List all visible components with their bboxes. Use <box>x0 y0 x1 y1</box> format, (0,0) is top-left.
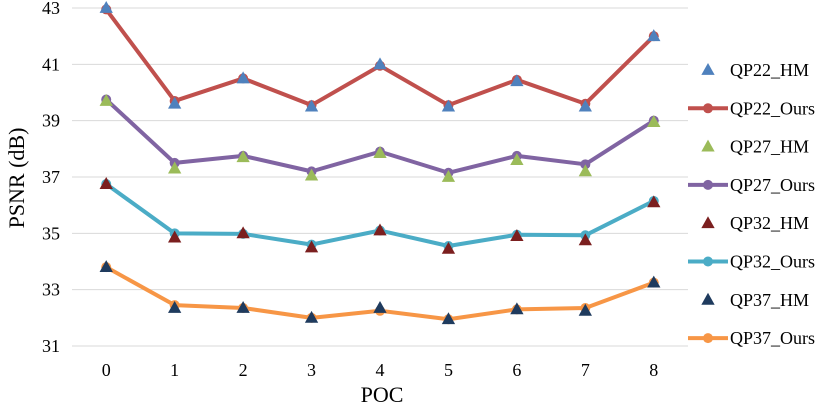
point-QP22_HM-2 <box>236 71 250 84</box>
legend-label-QP32_HM: QP32_HM <box>730 213 809 233</box>
y-tick-label-43: 43 <box>42 0 60 18</box>
point-QP27_HM-4 <box>373 146 387 158</box>
legend-entry-QP27_Ours: QP27_Ours <box>688 175 815 195</box>
point-QP22_HM-8 <box>647 29 661 42</box>
y-axis-title: PSNR (dB) <box>4 128 29 229</box>
point-QP37_HM-3 <box>304 310 319 323</box>
y-tick-label-31: 31 <box>42 336 60 356</box>
legend-marker-QP37_HM <box>701 292 715 305</box>
point-QP27_HM-5 <box>441 170 456 182</box>
x-tick-label-4: 4 <box>376 360 385 380</box>
y-tick-label-33: 33 <box>42 280 60 300</box>
point-QP37_HM-7 <box>578 303 592 316</box>
x-axis-title: POC <box>361 382 404 404</box>
series-QP32_HM <box>99 177 661 254</box>
point-QP22_HM-6 <box>510 74 524 87</box>
legend-label-QP22_HM: QP22_HM <box>730 60 809 80</box>
point-QP22_HM-7 <box>578 99 592 112</box>
x-tick-label-2: 2 <box>239 360 248 380</box>
legend: QP22_HM QP22_Ours QP27_HM QP27_Ours QP32_HM Q… <box>688 60 815 348</box>
point-QP22_HM-5 <box>441 99 456 112</box>
legend-marker-QP37_Ours <box>703 333 713 344</box>
x-tick-label-5: 5 <box>444 360 453 380</box>
series-QP32_Ours <box>101 179 659 252</box>
point-QP32_HM-1 <box>168 230 182 243</box>
x-tick-label-7: 7 <box>581 360 590 380</box>
point-QP37_HM-2 <box>236 300 250 313</box>
legend-entry-QP37_Ours: QP37_Ours <box>688 328 815 348</box>
y-tick-label-41: 41 <box>42 54 60 74</box>
x-tick-label-8: 8 <box>649 360 658 380</box>
y-tick-label-39: 39 <box>42 111 60 131</box>
series-QP27_Ours <box>101 94 659 178</box>
series-QP37_Ours <box>101 262 659 325</box>
legend-entry-QP22_HM: QP22_HM <box>701 60 809 80</box>
legend-label-QP37_Ours: QP37_Ours <box>730 328 815 348</box>
point-QP22_HM-1 <box>168 96 182 109</box>
legend-entry-QP37_HM: QP37_HM <box>701 290 809 310</box>
legend-entry-QP22_Ours: QP22_Ours <box>688 98 815 118</box>
point-QP32_HM-2 <box>236 226 250 239</box>
legend-marker-QP22_Ours <box>703 103 713 114</box>
x-tick-label-3: 3 <box>307 360 316 380</box>
point-QP32_HM-5 <box>441 241 456 254</box>
point-QP37_HM-0 <box>99 260 113 273</box>
point-QP27_HM-1 <box>168 161 182 174</box>
legend-label-QP27_Ours: QP27_Ours <box>730 175 815 195</box>
point-QP22_HM-3 <box>304 99 319 112</box>
point-QP27_HM-8 <box>647 115 661 127</box>
axis-layer: 31 33 35 37 39 41 43 0 1 2 3 4 5 6 7 8 <box>42 0 688 380</box>
legend-label-QP27_HM: QP27_HM <box>730 137 809 157</box>
point-QP27_HM-6 <box>510 153 524 165</box>
point-QP22_HM-4 <box>373 57 387 70</box>
series-line-QP32_Ours <box>105 182 655 249</box>
legend-label-QP22_Ours: QP22_Ours <box>730 98 815 118</box>
x-tick-label-0: 0 <box>102 360 111 380</box>
series-QP27_HM <box>99 93 661 182</box>
y-tick-label-37: 37 <box>42 167 60 187</box>
series-line-QP22_Ours <box>104 8 656 108</box>
point-QP32_HM-3 <box>304 240 319 253</box>
point-QP32_HM-0 <box>99 177 113 189</box>
point-QP27_HM-7 <box>578 164 592 177</box>
point-QP32_HM-6 <box>510 229 524 242</box>
legend-marker-QP32_HM <box>701 216 715 229</box>
legend-label-QP37_HM: QP37_HM <box>730 290 809 310</box>
y-tick-label-35: 35 <box>42 223 60 243</box>
legend-label-QP32_Ours: QP32_Ours <box>730 252 815 272</box>
series-layer <box>99 1 661 325</box>
point-QP37_HM-4 <box>373 300 387 313</box>
legend-marker-QP27_HM <box>701 139 715 152</box>
point-QP37_HM-6 <box>510 302 524 315</box>
point-QP27_HM-0 <box>99 93 113 106</box>
legend-entry-QP27_HM: QP27_HM <box>701 137 809 157</box>
series-QP37_HM <box>99 260 661 325</box>
point-QP27_HM-3 <box>304 168 319 181</box>
legend-entry-QP32_HM: QP32_HM <box>701 213 809 233</box>
point-QP37_HM-8 <box>647 275 661 288</box>
x-tick-label-6: 6 <box>512 360 521 380</box>
point-QP22_HM-0 <box>99 1 113 13</box>
legend-entry-QP32_Ours: QP32_Ours <box>688 252 815 272</box>
point-QP37_HM-5 <box>441 312 456 325</box>
point-QP37_HM-1 <box>168 300 182 313</box>
legend-marker-QP32_Ours <box>703 256 713 267</box>
point-QP32_HM-8 <box>647 195 661 208</box>
x-tick-label-1: 1 <box>170 360 179 380</box>
series-QP22_Ours <box>101 4 659 111</box>
point-QP32_HM-7 <box>578 233 592 246</box>
point-QP32_HM-4 <box>373 223 387 236</box>
point-QP27_Ours-7 <box>580 159 591 170</box>
legend-marker-QP27_Ours <box>703 179 713 190</box>
point-QP27_HM-2 <box>236 150 250 163</box>
series-line-QP27_Ours <box>104 98 655 175</box>
legend-marker-QP22_HM <box>701 63 715 75</box>
series-QP22_HM <box>99 1 661 112</box>
